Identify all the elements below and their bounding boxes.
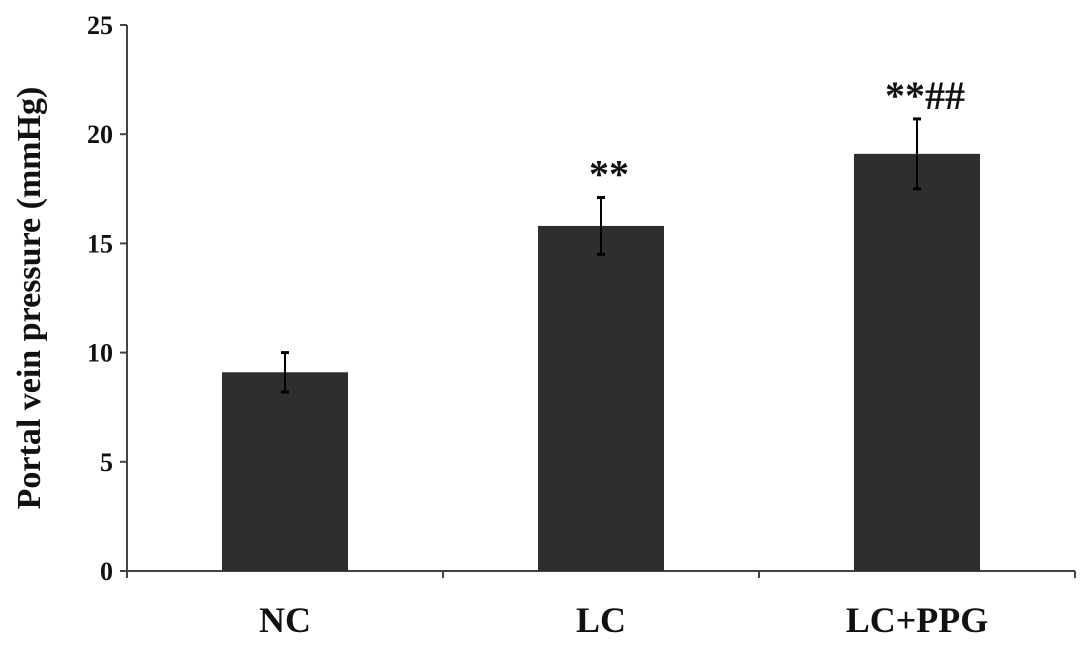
y-tick-label: 0 [100,557,113,586]
y-tick-label: 15 [87,229,113,258]
y-tick-label: 20 [87,120,113,149]
y-tick-label: 5 [100,448,113,477]
significance-label: **## [885,73,965,118]
bar-nc [222,372,348,571]
x-tick-label: LC [576,600,626,640]
bar-lc [538,225,664,572]
y-tick-label: 10 [87,339,113,368]
y-axis-label: Portal vein pressure (mmHg) [11,87,48,510]
significance-label: ** [589,152,629,197]
bar-lc-ppg [854,153,980,571]
x-tick-label: NC [259,600,311,640]
y-tick-label: 25 [87,11,113,40]
x-tick-label: LC+PPG [846,600,989,640]
